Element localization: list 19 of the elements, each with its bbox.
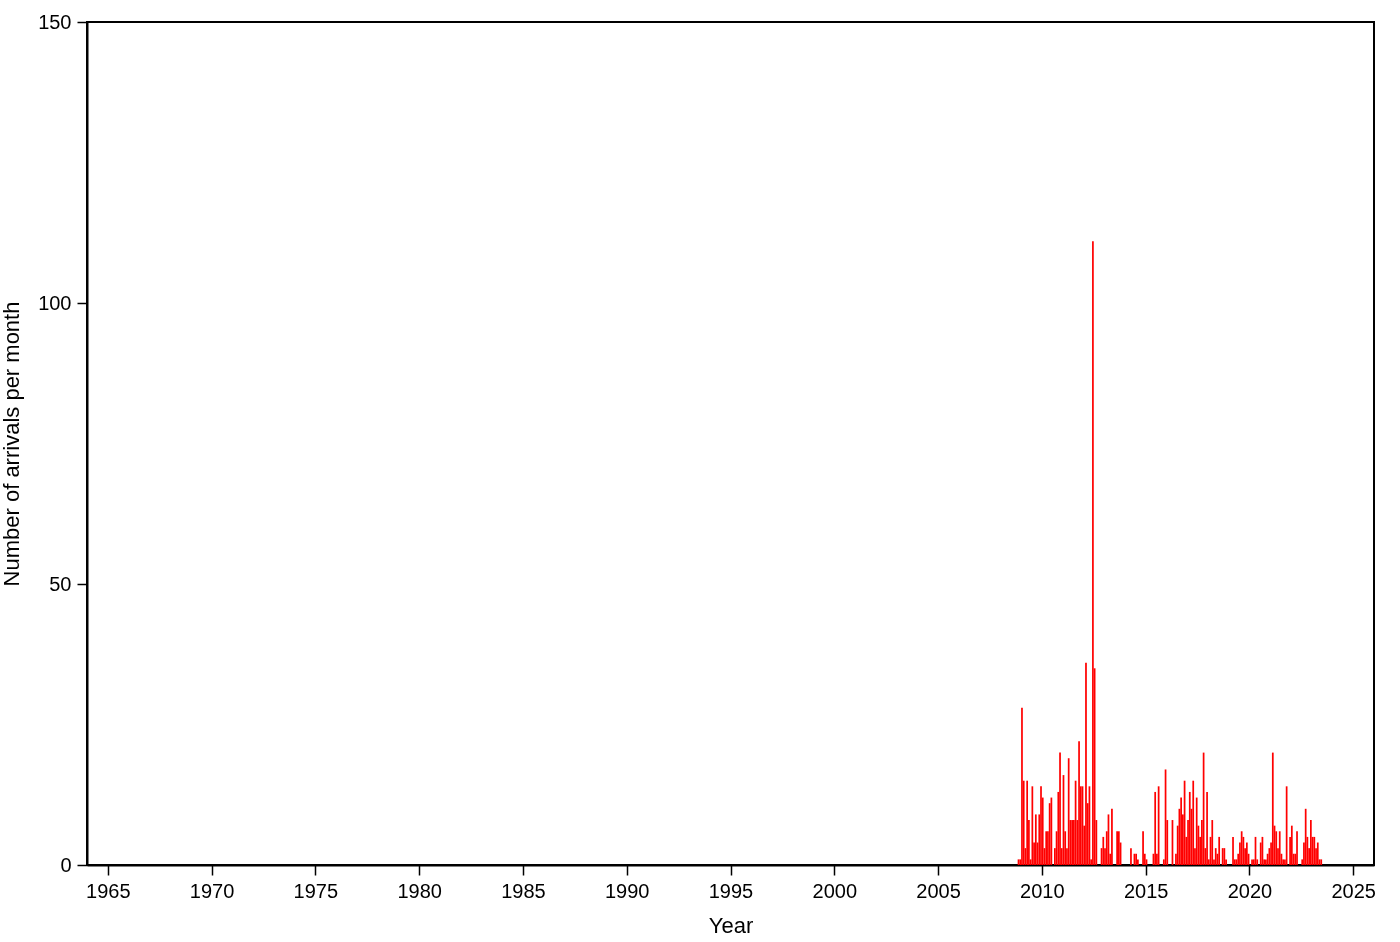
y-tick-label: 50 xyxy=(49,572,72,595)
x-tick-label: 1995 xyxy=(708,879,754,902)
x-tick-label: 1985 xyxy=(501,879,546,902)
x-tick-label: 1980 xyxy=(397,879,442,902)
y-tick-label: 0 xyxy=(60,853,72,876)
x-tick-label: 1965 xyxy=(86,879,131,902)
y-axis-title: Number of arrivals per month xyxy=(0,301,25,587)
x-tick-label: 1975 xyxy=(293,879,339,902)
x-tick-label: 1970 xyxy=(189,879,235,902)
y-tick-label: 100 xyxy=(38,291,72,314)
x-axis-title: Year xyxy=(708,912,754,938)
x-tick-label: 2010 xyxy=(1020,879,1065,902)
x-tick-label: 2015 xyxy=(1123,879,1169,902)
x-tick-label: 2000 xyxy=(812,879,858,902)
x-tick-label: 2005 xyxy=(916,879,961,902)
y-tick-label: 150 xyxy=(38,10,72,33)
x-tick-label: 1990 xyxy=(604,879,650,902)
x-tick-label: 2025 xyxy=(1331,879,1376,902)
x-tick-label: 2020 xyxy=(1227,879,1273,902)
